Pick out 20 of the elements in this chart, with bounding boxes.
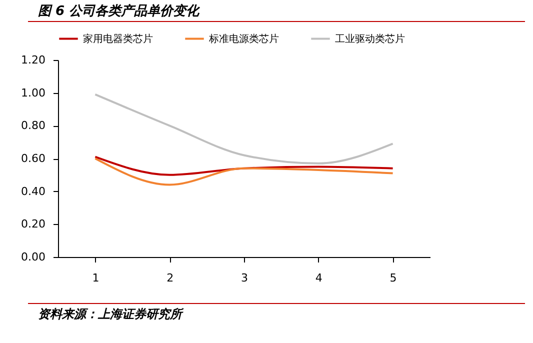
x-tick-label: 2 [166, 272, 174, 284]
x-tick-label: 3 [241, 272, 248, 284]
legend-label: 标准电源类芯片 [208, 32, 279, 45]
legend-label: 家用电器类芯片 [83, 32, 153, 45]
chart-title: 图 6 公司各类产品单价变化 [28, 0, 525, 22]
x-tick-label: 4 [315, 272, 322, 284]
y-tick-label: 0.20 [21, 218, 46, 231]
text: 资料来源：上海证券研究所 [28, 303, 525, 323]
y-tick-label: 1.20 [21, 54, 46, 66]
y-tick-label: 1.00 [21, 86, 46, 100]
line-series [94, 158, 394, 186]
legend-label: 工业驱动类芯片 [335, 32, 405, 45]
x-tick-label: 5 [390, 272, 397, 284]
line-series [94, 93, 394, 164]
x-tick-label: 1 [92, 272, 100, 284]
y-tick-label: 0.80 [21, 119, 46, 132]
line-series [94, 156, 394, 176]
y-tick-label: 0.00 [21, 250, 46, 264]
y-tick-label: 0.40 [21, 184, 46, 198]
y-tick-label: 0.60 [21, 152, 46, 165]
